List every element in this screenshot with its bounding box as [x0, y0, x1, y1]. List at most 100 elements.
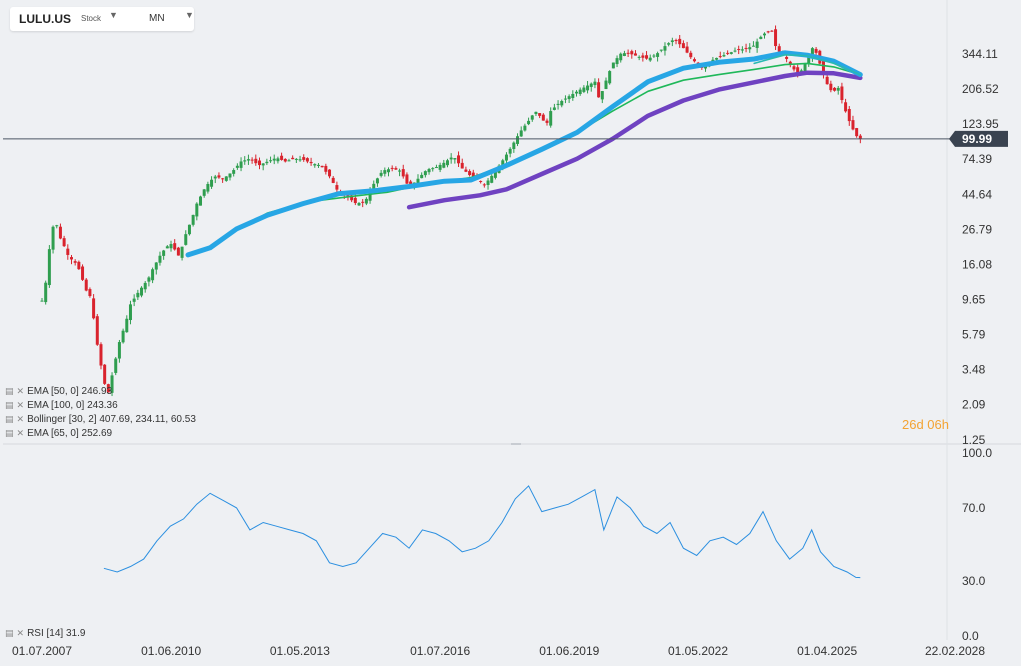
candle-body — [254, 158, 258, 164]
settings-icon[interactable]: ▤ — [5, 386, 14, 396]
candle-body — [265, 161, 269, 164]
candle-body — [519, 130, 523, 137]
candle-body — [777, 46, 781, 52]
bar-countdown: 26d 06h — [902, 417, 949, 432]
candle-body — [656, 53, 660, 57]
candle-body — [516, 136, 520, 144]
candle-body — [692, 59, 696, 62]
candle-body — [195, 203, 199, 217]
candle-body — [471, 172, 475, 178]
candle-body — [442, 162, 446, 168]
candle-body — [162, 250, 166, 256]
candle-body — [788, 61, 792, 65]
settings-icon[interactable]: ▤ — [5, 400, 14, 410]
settings-icon[interactable]: ▤ — [5, 428, 14, 438]
candle-body — [136, 292, 140, 298]
candle-body — [55, 225, 59, 227]
candle-body — [324, 165, 328, 172]
candle-body — [633, 53, 637, 56]
candle-body — [549, 111, 553, 126]
x-tick-label: 01.07.2007 — [12, 644, 72, 658]
legend-rsi[interactable]: ▤ ✕ RSI [14] 31.9 — [5, 626, 85, 640]
candle-body — [206, 183, 210, 192]
y-tick-label: 206.52 — [962, 82, 999, 96]
symbol-label[interactable]: LULU.US — [19, 12, 71, 26]
candle-body — [722, 55, 726, 57]
close-icon[interactable]: ✕ — [16, 386, 25, 396]
close-icon[interactable]: ✕ — [16, 414, 25, 424]
candle-body — [228, 173, 232, 178]
candle-body — [748, 47, 752, 50]
indicator-series — [185, 50, 863, 258]
candle-body — [744, 47, 748, 49]
candle-body — [759, 36, 763, 40]
candle-body — [545, 120, 549, 123]
candle-body — [302, 157, 306, 160]
candle-body — [151, 269, 155, 281]
chevron-down-icon[interactable]: ▼ — [185, 10, 194, 20]
candle-body — [387, 169, 391, 173]
candle-body — [128, 304, 132, 321]
candle-body — [394, 168, 398, 170]
candle-body — [44, 282, 48, 303]
candle-body — [431, 168, 435, 170]
candle-body — [681, 43, 685, 49]
candle-body — [858, 135, 862, 139]
candle-body — [796, 67, 800, 75]
timeframe-select[interactable]: MN — [149, 13, 165, 24]
candle-body — [294, 158, 298, 160]
candle-body — [169, 244, 173, 249]
candle-body — [187, 224, 191, 235]
candle-body — [221, 178, 225, 180]
legend-ema-100[interactable]: ▤ ✕ EMA [100, 0] 243.36 — [5, 398, 196, 412]
candle-body — [667, 43, 671, 45]
settings-icon[interactable]: ▤ — [5, 414, 14, 424]
candle-body — [81, 266, 85, 280]
candle-body — [659, 49, 663, 51]
candle-body — [291, 157, 295, 160]
candle-body — [751, 45, 755, 47]
candle-body — [250, 159, 254, 161]
candle-body — [785, 56, 789, 59]
candle-body — [114, 358, 118, 373]
pane-resize-handle[interactable] — [511, 443, 521, 445]
candle-body — [652, 55, 656, 57]
candle-body — [678, 38, 682, 45]
candle-body — [173, 243, 177, 250]
candle-body — [280, 155, 284, 160]
candle-body — [567, 96, 571, 100]
candle-body — [608, 71, 612, 84]
close-icon[interactable]: ✕ — [16, 428, 25, 438]
rsi-tick-label: 70.0 — [962, 501, 986, 515]
settings-icon[interactable]: ▤ — [5, 628, 14, 638]
candle-body — [593, 81, 597, 86]
legend-bollinger[interactable]: ▤ ✕ Bollinger [30, 2] 407.69, 234.11, 60.5… — [5, 412, 196, 426]
x-tick-label: 01.07.2016 — [410, 644, 470, 658]
candle-body — [674, 40, 678, 42]
legend-label: EMA [65, 0] 252.69 — [27, 428, 113, 439]
legend-label: EMA [50, 0] 246.93 — [27, 386, 113, 397]
candle-body — [814, 48, 818, 53]
x-tick-label: 01.05.2022 — [668, 644, 728, 658]
indicator-line — [406, 70, 863, 210]
close-icon[interactable]: ✕ — [16, 628, 25, 638]
candle-body — [269, 160, 273, 162]
candle-body — [309, 161, 313, 164]
x-axis-labels: 01.07.2007 01.06.2010 01.05.2013 01.07.2016… — [12, 644, 985, 658]
candle-body — [353, 197, 357, 204]
candle-body — [663, 46, 667, 51]
candle-body — [449, 157, 453, 160]
close-icon[interactable]: ✕ — [16, 400, 25, 410]
candle-body — [729, 52, 733, 54]
rsi-tick-label: 0.0 — [962, 629, 979, 643]
candle-body — [239, 161, 243, 168]
candle-body — [645, 55, 649, 59]
chevron-down-icon[interactable]: ▼ — [109, 10, 118, 20]
indicator-line — [753, 53, 862, 76]
legend-ema-65[interactable]: ▤ ✕ EMA [65, 0] 252.69 — [5, 426, 196, 440]
x-tick-label: 01.05.2013 — [270, 644, 330, 658]
candle-body — [556, 103, 560, 105]
legend-ema-50[interactable]: ▤ ✕ EMA [50, 0] 246.93 — [5, 384, 196, 398]
indicator-legend: ▤ ✕ EMA [50, 0] 246.93 ▤ ✕ EMA [100, 0] 243.… — [5, 384, 196, 440]
